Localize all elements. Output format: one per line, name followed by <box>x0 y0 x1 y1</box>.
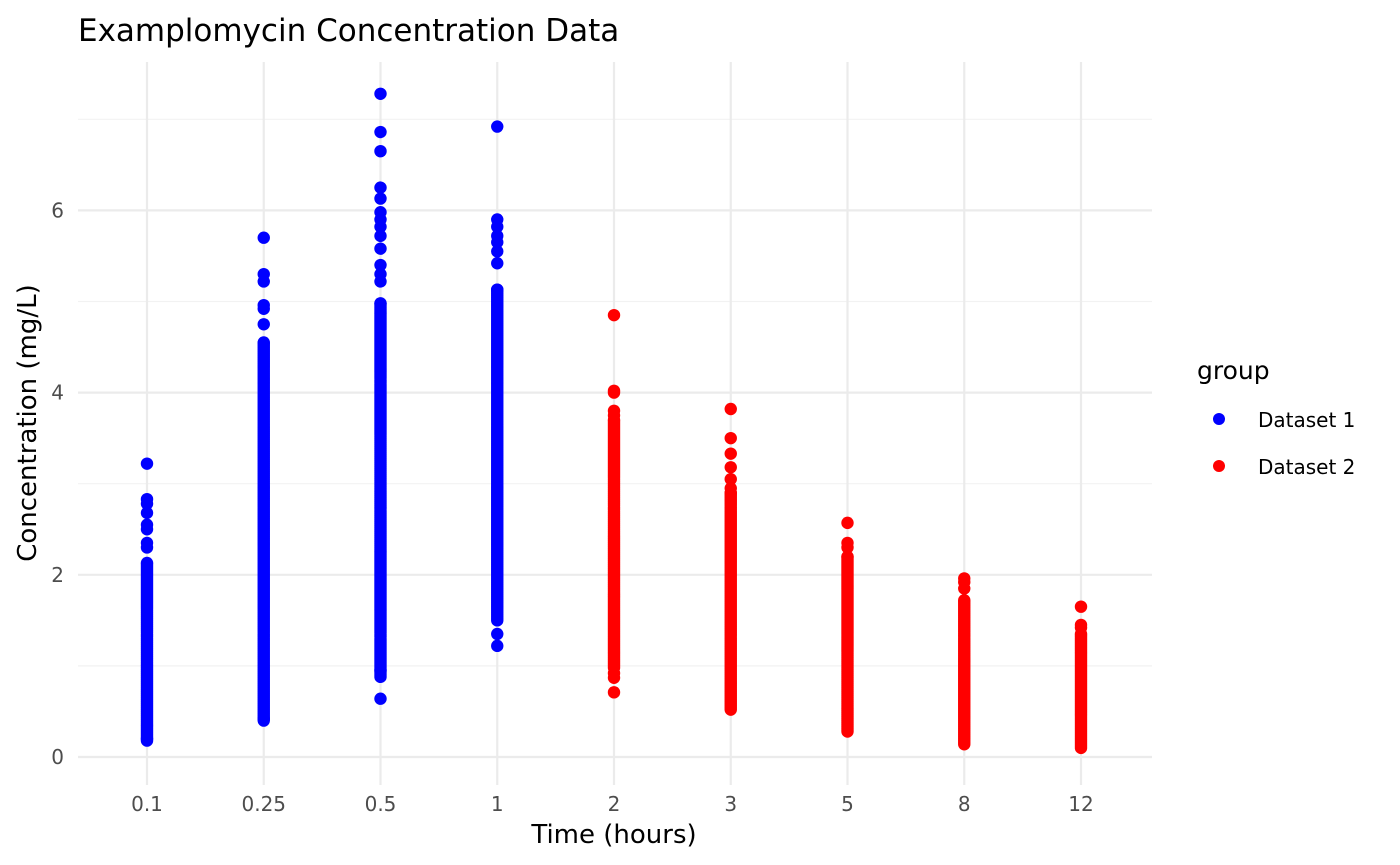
series-1-points <box>140 87 504 747</box>
data-point <box>724 431 737 445</box>
data-point <box>374 297 387 310</box>
legend-label-dataset-1: Dataset 1 <box>1258 408 1355 432</box>
data-point <box>374 125 387 139</box>
data-point <box>257 298 270 312</box>
data-point <box>491 283 504 296</box>
data-point <box>491 257 504 270</box>
data-point <box>958 572 971 585</box>
data-point <box>257 712 270 725</box>
y-axis-ticks: 0 2 4 6 <box>51 198 64 769</box>
data-point <box>724 472 737 486</box>
data-point <box>491 245 504 258</box>
data-point <box>607 666 621 680</box>
data-point <box>1074 600 1088 613</box>
data-point <box>724 461 737 474</box>
data-point <box>841 536 854 550</box>
data-point <box>607 404 621 418</box>
data-point <box>374 181 387 194</box>
x-tick-label: 0.25 <box>241 792 286 816</box>
legend: group Dataset 1 Dataset 2 <box>1197 356 1355 479</box>
x-tick-label: 12 <box>1068 792 1093 816</box>
data-point <box>374 664 387 677</box>
data-point <box>491 213 504 226</box>
data-point <box>140 556 154 570</box>
x-tick-label: 3 <box>724 792 737 816</box>
data-point <box>374 692 387 705</box>
series-2-points <box>607 308 1088 755</box>
data-points <box>140 87 1088 755</box>
data-point <box>140 492 154 506</box>
data-point <box>374 87 387 100</box>
data-point <box>958 594 971 607</box>
data-point <box>374 192 387 205</box>
x-tick-label: 8 <box>958 792 971 816</box>
data-point <box>841 550 854 563</box>
data-point <box>257 318 270 331</box>
data-point <box>374 258 387 272</box>
data-point <box>491 639 504 653</box>
data-point <box>491 627 504 641</box>
data-point <box>140 506 154 520</box>
y-tick-label: 2 <box>51 563 64 587</box>
chart-title: Examplomycin Concentration Data <box>78 13 619 49</box>
data-point <box>841 516 854 530</box>
y-tick-label: 4 <box>51 381 64 405</box>
data-point <box>374 206 387 219</box>
data-point <box>374 229 387 243</box>
data-point <box>140 518 154 531</box>
legend-key-dataset-1 <box>1213 413 1225 425</box>
data-point <box>374 242 387 255</box>
legend-key-dataset-2 <box>1213 460 1225 472</box>
y-tick-label: 6 <box>51 198 64 222</box>
data-point <box>491 229 504 243</box>
y-tick-label: 0 <box>51 745 64 769</box>
legend-label-dataset-2: Dataset 2 <box>1258 455 1355 479</box>
legend-title: group <box>1197 356 1270 385</box>
y-axis-title: Concentration (mg/L) <box>13 284 43 562</box>
x-tick-label: 2 <box>608 792 621 816</box>
data-point <box>140 536 154 550</box>
data-point <box>374 267 387 281</box>
data-point <box>257 267 270 281</box>
x-tick-label: 0.1 <box>131 792 163 816</box>
data-point <box>140 457 154 470</box>
data-point <box>257 231 270 244</box>
data-point <box>724 482 737 495</box>
data-point <box>140 732 154 745</box>
data-point <box>1074 618 1088 632</box>
data-point <box>607 308 621 322</box>
x-axis-title: Time (hours) <box>530 820 696 850</box>
data-point <box>724 447 737 460</box>
data-point <box>257 336 270 349</box>
data-point <box>374 144 387 158</box>
data-point <box>607 384 621 397</box>
data-point <box>491 120 504 133</box>
x-axis-ticks: 0.1 0.25 0.5 1 2 3 5 8 12 <box>131 792 1094 816</box>
data-point <box>607 686 621 699</box>
x-tick-label: 1 <box>491 792 504 816</box>
x-tick-label: 5 <box>841 792 854 816</box>
x-tick-label: 0.5 <box>365 792 397 816</box>
data-point <box>724 402 737 416</box>
